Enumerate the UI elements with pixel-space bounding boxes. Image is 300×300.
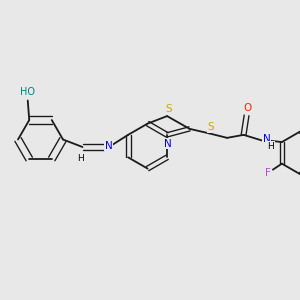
Text: N: N bbox=[164, 139, 172, 149]
Text: O: O bbox=[243, 103, 251, 113]
Text: H: H bbox=[78, 154, 84, 163]
Text: N: N bbox=[105, 141, 113, 151]
Text: N: N bbox=[263, 134, 271, 144]
Text: F: F bbox=[266, 168, 271, 178]
Text: S: S bbox=[165, 104, 172, 115]
Text: H: H bbox=[267, 142, 274, 151]
Text: S: S bbox=[208, 122, 214, 132]
Text: HO: HO bbox=[20, 87, 35, 97]
